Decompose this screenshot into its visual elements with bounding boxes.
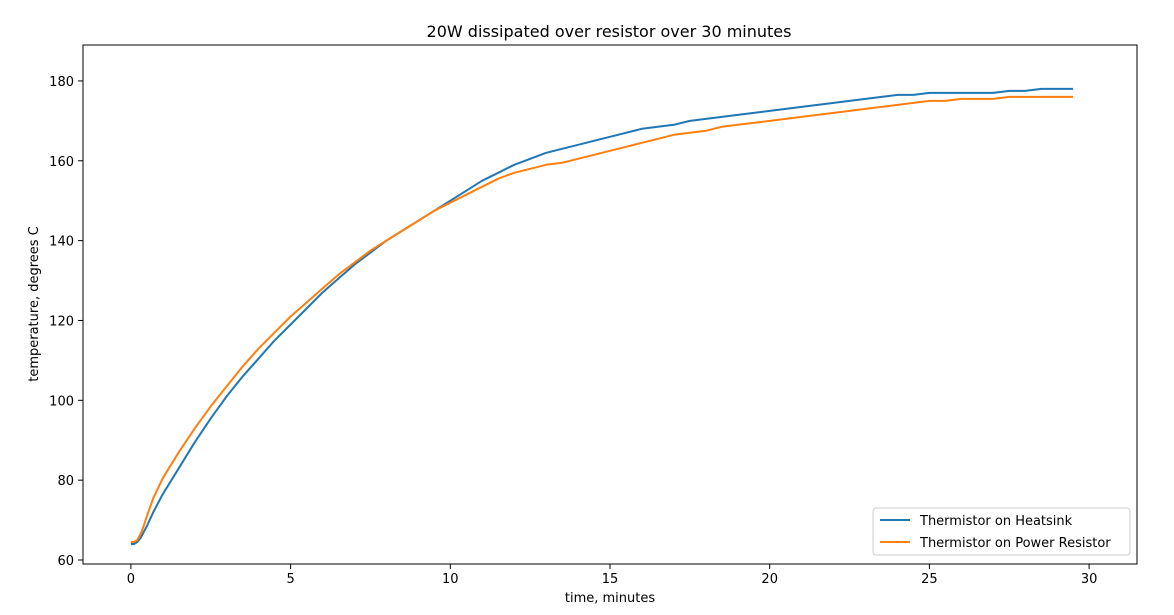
y-tick-label: 80 <box>57 474 74 489</box>
y-axis-label: temperature, degrees C <box>27 226 42 382</box>
x-tick-label: 0 <box>127 572 135 587</box>
x-tick-label: 30 <box>1081 572 1098 587</box>
legend-label-heatsink: Thermistor on Heatsink <box>919 514 1073 529</box>
y-tick-label: 140 <box>49 235 74 250</box>
legend-label-power-resistor: Thermistor on Power Resistor <box>919 536 1111 551</box>
legend-box <box>872 507 1131 556</box>
y-tick-label: 180 <box>49 75 74 90</box>
plot-frame <box>82 44 1138 565</box>
x-tick-label: 20 <box>761 572 778 587</box>
y-tick-label: 120 <box>49 314 74 329</box>
x-tick-label: 25 <box>921 572 938 587</box>
series-layer <box>130 87 1074 545</box>
y-axis-ticks: 60 80 100 120 140 160 180 <box>49 75 83 569</box>
series-line-0 <box>130 87 1074 545</box>
x-axis-label: time, minutes <box>565 591 655 606</box>
legend: Thermistor on Heatsink Thermistor on Pow… <box>872 507 1131 556</box>
series-line-1 <box>130 95 1074 543</box>
x-tick-label: 10 <box>442 572 459 587</box>
x-axis-ticks: 0 5 10 15 20 25 30 <box>127 564 1098 587</box>
y-tick-label: 60 <box>57 554 74 569</box>
y-tick-label: 160 <box>49 155 74 170</box>
y-tick-label: 100 <box>49 394 74 409</box>
x-tick-label: 5 <box>286 572 294 587</box>
x-tick-label: 15 <box>602 572 619 587</box>
chart-title: 20W dissipated over resistor over 30 min… <box>427 22 792 41</box>
